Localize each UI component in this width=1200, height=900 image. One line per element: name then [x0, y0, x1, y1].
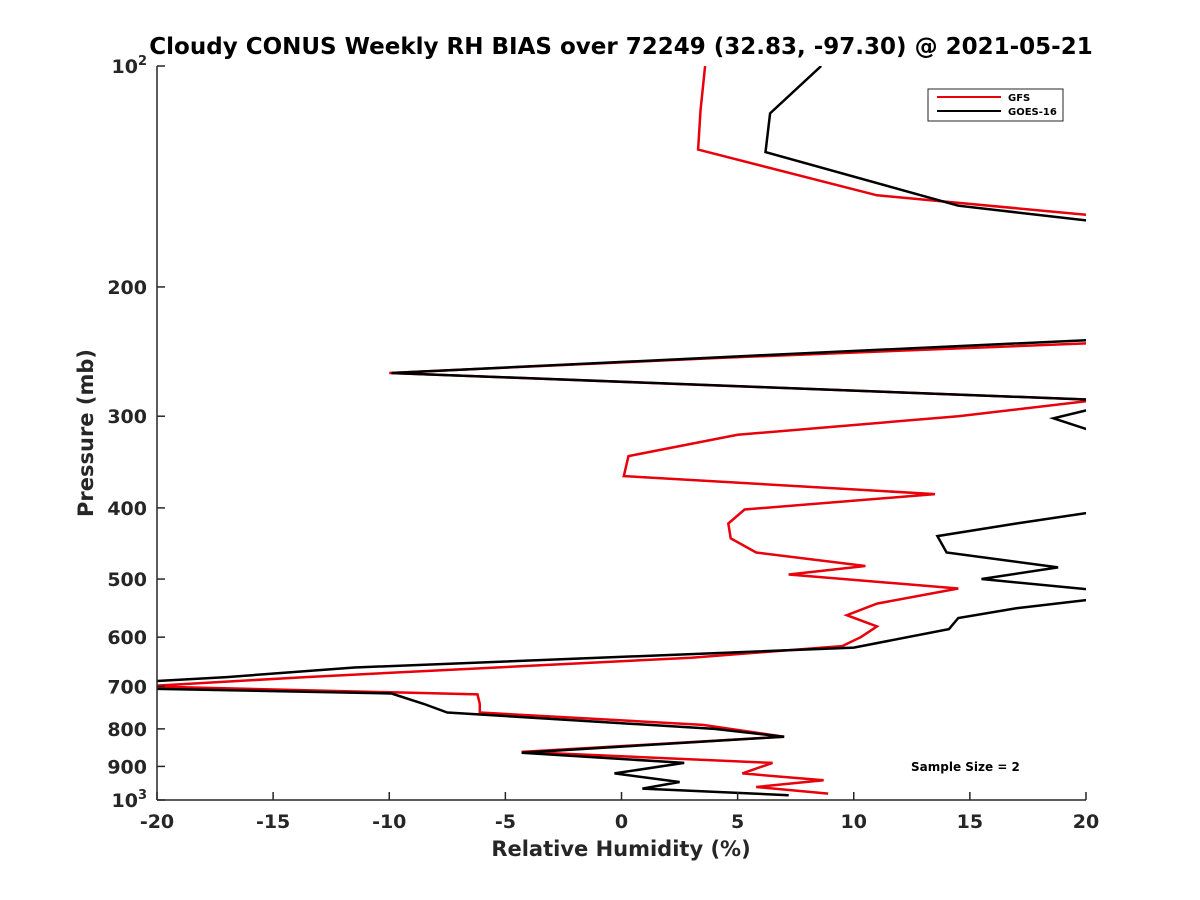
x-tick-label: -5: [495, 811, 516, 833]
x-tick-label: 20: [1073, 811, 1099, 833]
y-tick-label: 300: [107, 406, 147, 428]
y-tick-label: 102: [112, 54, 148, 78]
legend: GFS GOES-16: [928, 89, 1063, 121]
y-tick-label: 900: [107, 756, 147, 778]
chart: Cloudy CONUS Weekly RH BIAS over 72249 (…: [0, 0, 1200, 900]
y-tick-label: 700: [107, 676, 147, 698]
x-tick-label: 15: [957, 811, 983, 833]
chart-title: Cloudy CONUS Weekly RH BIAS over 72249 (…: [149, 34, 1092, 60]
x-tick-label: 10: [841, 811, 867, 833]
x-tick-label: -20: [140, 811, 174, 833]
y-tick-label: 600: [107, 627, 147, 649]
series-line-gfs: [145, 66, 1109, 794]
legend-label-goes-16: GOES-16: [1008, 107, 1057, 118]
x-tick-label: -10: [372, 811, 406, 833]
x-tick-label: 0: [615, 811, 628, 833]
y-axis-label: Pressure (mb): [74, 349, 98, 517]
series-layer: [145, 66, 1120, 795]
x-tick-label: 5: [731, 811, 744, 833]
y-tick-label: 103: [112, 788, 148, 812]
y-tick-label: 800: [107, 719, 147, 741]
x-tick-label: -15: [256, 811, 290, 833]
y-tick-label: 200: [107, 277, 147, 299]
x-ticks: -20 -15 -10 -5 0 5 10 15 20: [140, 792, 1099, 833]
legend-label-gfs: GFS: [1008, 93, 1030, 104]
sample-size-annotation: Sample Size = 2: [911, 760, 1020, 774]
x-axis-label: Relative Humidity (%): [491, 837, 750, 861]
y-tick-label: 500: [107, 569, 147, 591]
y-tick-label: 400: [107, 498, 147, 520]
series-line-goes-16: [145, 66, 1120, 795]
